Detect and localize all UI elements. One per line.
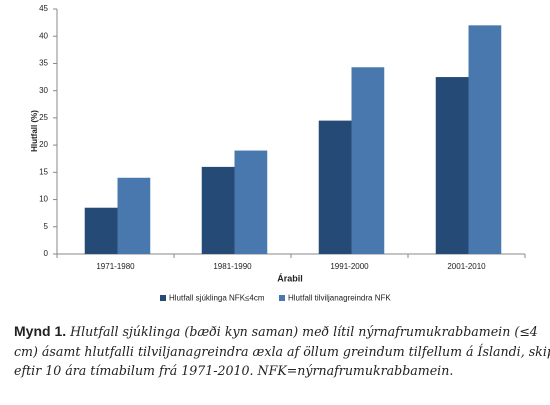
x-tick-label: 1991-2000 [330, 262, 369, 271]
caption-text: Hlutfall sjúklinga (bæði kyn saman) með … [70, 324, 538, 339]
legend-label: Hlutfall tilviljanagreindra NFK [288, 294, 391, 303]
y-tick-label: 10 [39, 195, 48, 204]
caption-line: cm) ásamt hlutfalli tilviljanagreindra æ… [14, 343, 550, 359]
x-tick-label: 1971-1980 [96, 262, 135, 271]
y-tick-label: 35 [39, 59, 48, 68]
bar [468, 25, 502, 255]
caption-line: eftir 10 ára tímabilum frá 1971-2010. NF… [14, 363, 454, 378]
y-tick-label: 15 [39, 167, 48, 176]
caption-label: Mynd 1. [14, 323, 67, 339]
x-tick-label: 1981-1990 [213, 262, 252, 271]
bar [318, 120, 352, 254]
y-tick-label: 5 [44, 222, 49, 231]
bar [84, 207, 118, 254]
bar [351, 67, 385, 254]
legend-swatch [160, 295, 166, 301]
caption: Mynd 1. Hlutfall sjúklinga (bæði kyn sam… [14, 322, 550, 381]
legend-label: Hlutfall sjúklinga NFK≤4cm [169, 294, 265, 303]
y-tick-label: 25 [39, 113, 48, 122]
y-tick-label: 20 [39, 140, 48, 149]
y-axis-label: Hlutfall (%) [30, 110, 39, 152]
bar [201, 166, 235, 254]
caption-line: Mynd 1. Hlutfall sjúklinga (bæði kyn sam… [14, 322, 550, 342]
bar [234, 150, 268, 254]
y-tick-label: 40 [39, 31, 48, 40]
x-tick-label: 2001-2010 [447, 262, 486, 271]
bar [117, 177, 151, 254]
x-axis-label: Árabil [277, 273, 303, 283]
y-tick-label: 30 [39, 86, 48, 95]
bar [435, 77, 469, 254]
y-tick-label: 45 [39, 4, 48, 13]
legend-swatch [279, 295, 285, 301]
y-tick-label: 0 [44, 249, 49, 258]
chart: Hlutfall (%) Árabil 0 5 10 15 20 25 30 35 40 45 19… [30, 4, 526, 303]
